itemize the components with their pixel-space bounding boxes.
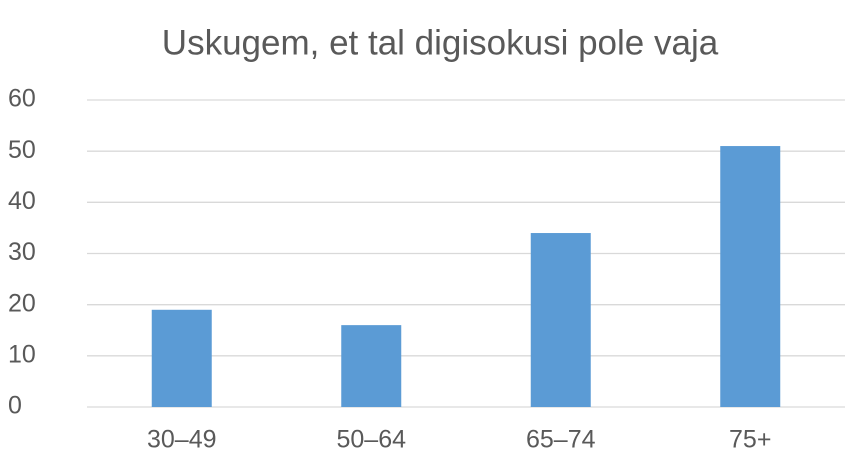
y-tick-label: 60	[8, 85, 36, 113]
x-tick-label: 50–64	[336, 426, 406, 454]
x-tick-label: 65–74	[526, 426, 596, 454]
y-tick-label: 10	[8, 340, 36, 368]
bar	[151, 309, 212, 407]
y-tick-label: 40	[8, 187, 36, 215]
chart-title: Uskugem, et tal digisokusi pole vaja	[162, 23, 719, 62]
y-tick-label: 20	[8, 289, 36, 317]
bar	[341, 325, 402, 407]
y-tick-label: 0	[8, 392, 22, 420]
y-tick-label: 50	[8, 136, 36, 164]
bar	[530, 233, 591, 407]
x-tick-label: 30–49	[147, 426, 217, 454]
bar	[720, 146, 781, 408]
y-tick-label: 30	[8, 238, 36, 266]
x-tick-label: 75+	[729, 426, 771, 454]
